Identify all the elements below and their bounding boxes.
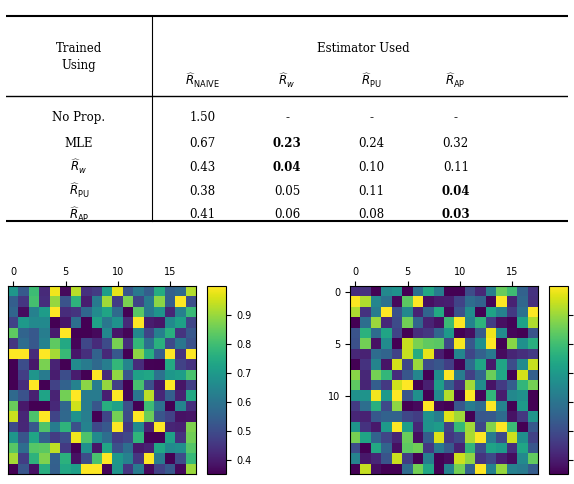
Text: 0.08: 0.08 bbox=[358, 209, 385, 222]
Text: 1.50: 1.50 bbox=[189, 111, 216, 124]
Text: 0.43: 0.43 bbox=[189, 161, 216, 174]
Text: $\widehat{R}_{\mathrm{PU}}$: $\widehat{R}_{\mathrm{PU}}$ bbox=[361, 72, 382, 90]
Text: $\widehat{R}_{\mathrm{AP}}$: $\widehat{R}_{\mathrm{AP}}$ bbox=[445, 72, 466, 90]
Text: Trained: Trained bbox=[56, 42, 102, 55]
Text: 0.04: 0.04 bbox=[441, 185, 470, 197]
Text: $\widehat{R}_{\mathrm{PU}}$: $\widehat{R}_{\mathrm{PU}}$ bbox=[68, 182, 89, 200]
Text: Estimator Used: Estimator Used bbox=[317, 42, 409, 55]
Text: 0.38: 0.38 bbox=[189, 185, 216, 197]
Text: 0.11: 0.11 bbox=[358, 185, 385, 197]
Text: 0.67: 0.67 bbox=[189, 137, 216, 150]
Text: $\widehat{R}_{\mathrm{AP}}$: $\widehat{R}_{\mathrm{AP}}$ bbox=[69, 206, 89, 224]
Text: -: - bbox=[370, 111, 373, 124]
Text: 0.23: 0.23 bbox=[273, 137, 301, 150]
Text: -: - bbox=[285, 111, 289, 124]
Text: 0.24: 0.24 bbox=[358, 137, 385, 150]
Text: 0.06: 0.06 bbox=[274, 209, 300, 222]
Text: $\widehat{R}_{\mathrm{NAIVE}}$: $\widehat{R}_{\mathrm{NAIVE}}$ bbox=[185, 72, 220, 90]
Text: Using: Using bbox=[61, 60, 96, 73]
Text: No Prop.: No Prop. bbox=[52, 111, 106, 124]
Text: 0.04: 0.04 bbox=[273, 161, 301, 174]
Text: 0.11: 0.11 bbox=[443, 161, 469, 174]
Text: 0.03: 0.03 bbox=[441, 209, 470, 222]
Text: 0.32: 0.32 bbox=[443, 137, 469, 150]
Text: -: - bbox=[454, 111, 457, 124]
Text: 0.10: 0.10 bbox=[358, 161, 385, 174]
Text: 0.05: 0.05 bbox=[274, 185, 300, 197]
Text: 0.41: 0.41 bbox=[189, 209, 216, 222]
Text: $\widehat{R}_{w}$: $\widehat{R}_{w}$ bbox=[71, 158, 87, 177]
Text: $\widehat{R}_{w}$: $\widehat{R}_{w}$ bbox=[278, 72, 296, 90]
Text: MLE: MLE bbox=[65, 137, 93, 150]
